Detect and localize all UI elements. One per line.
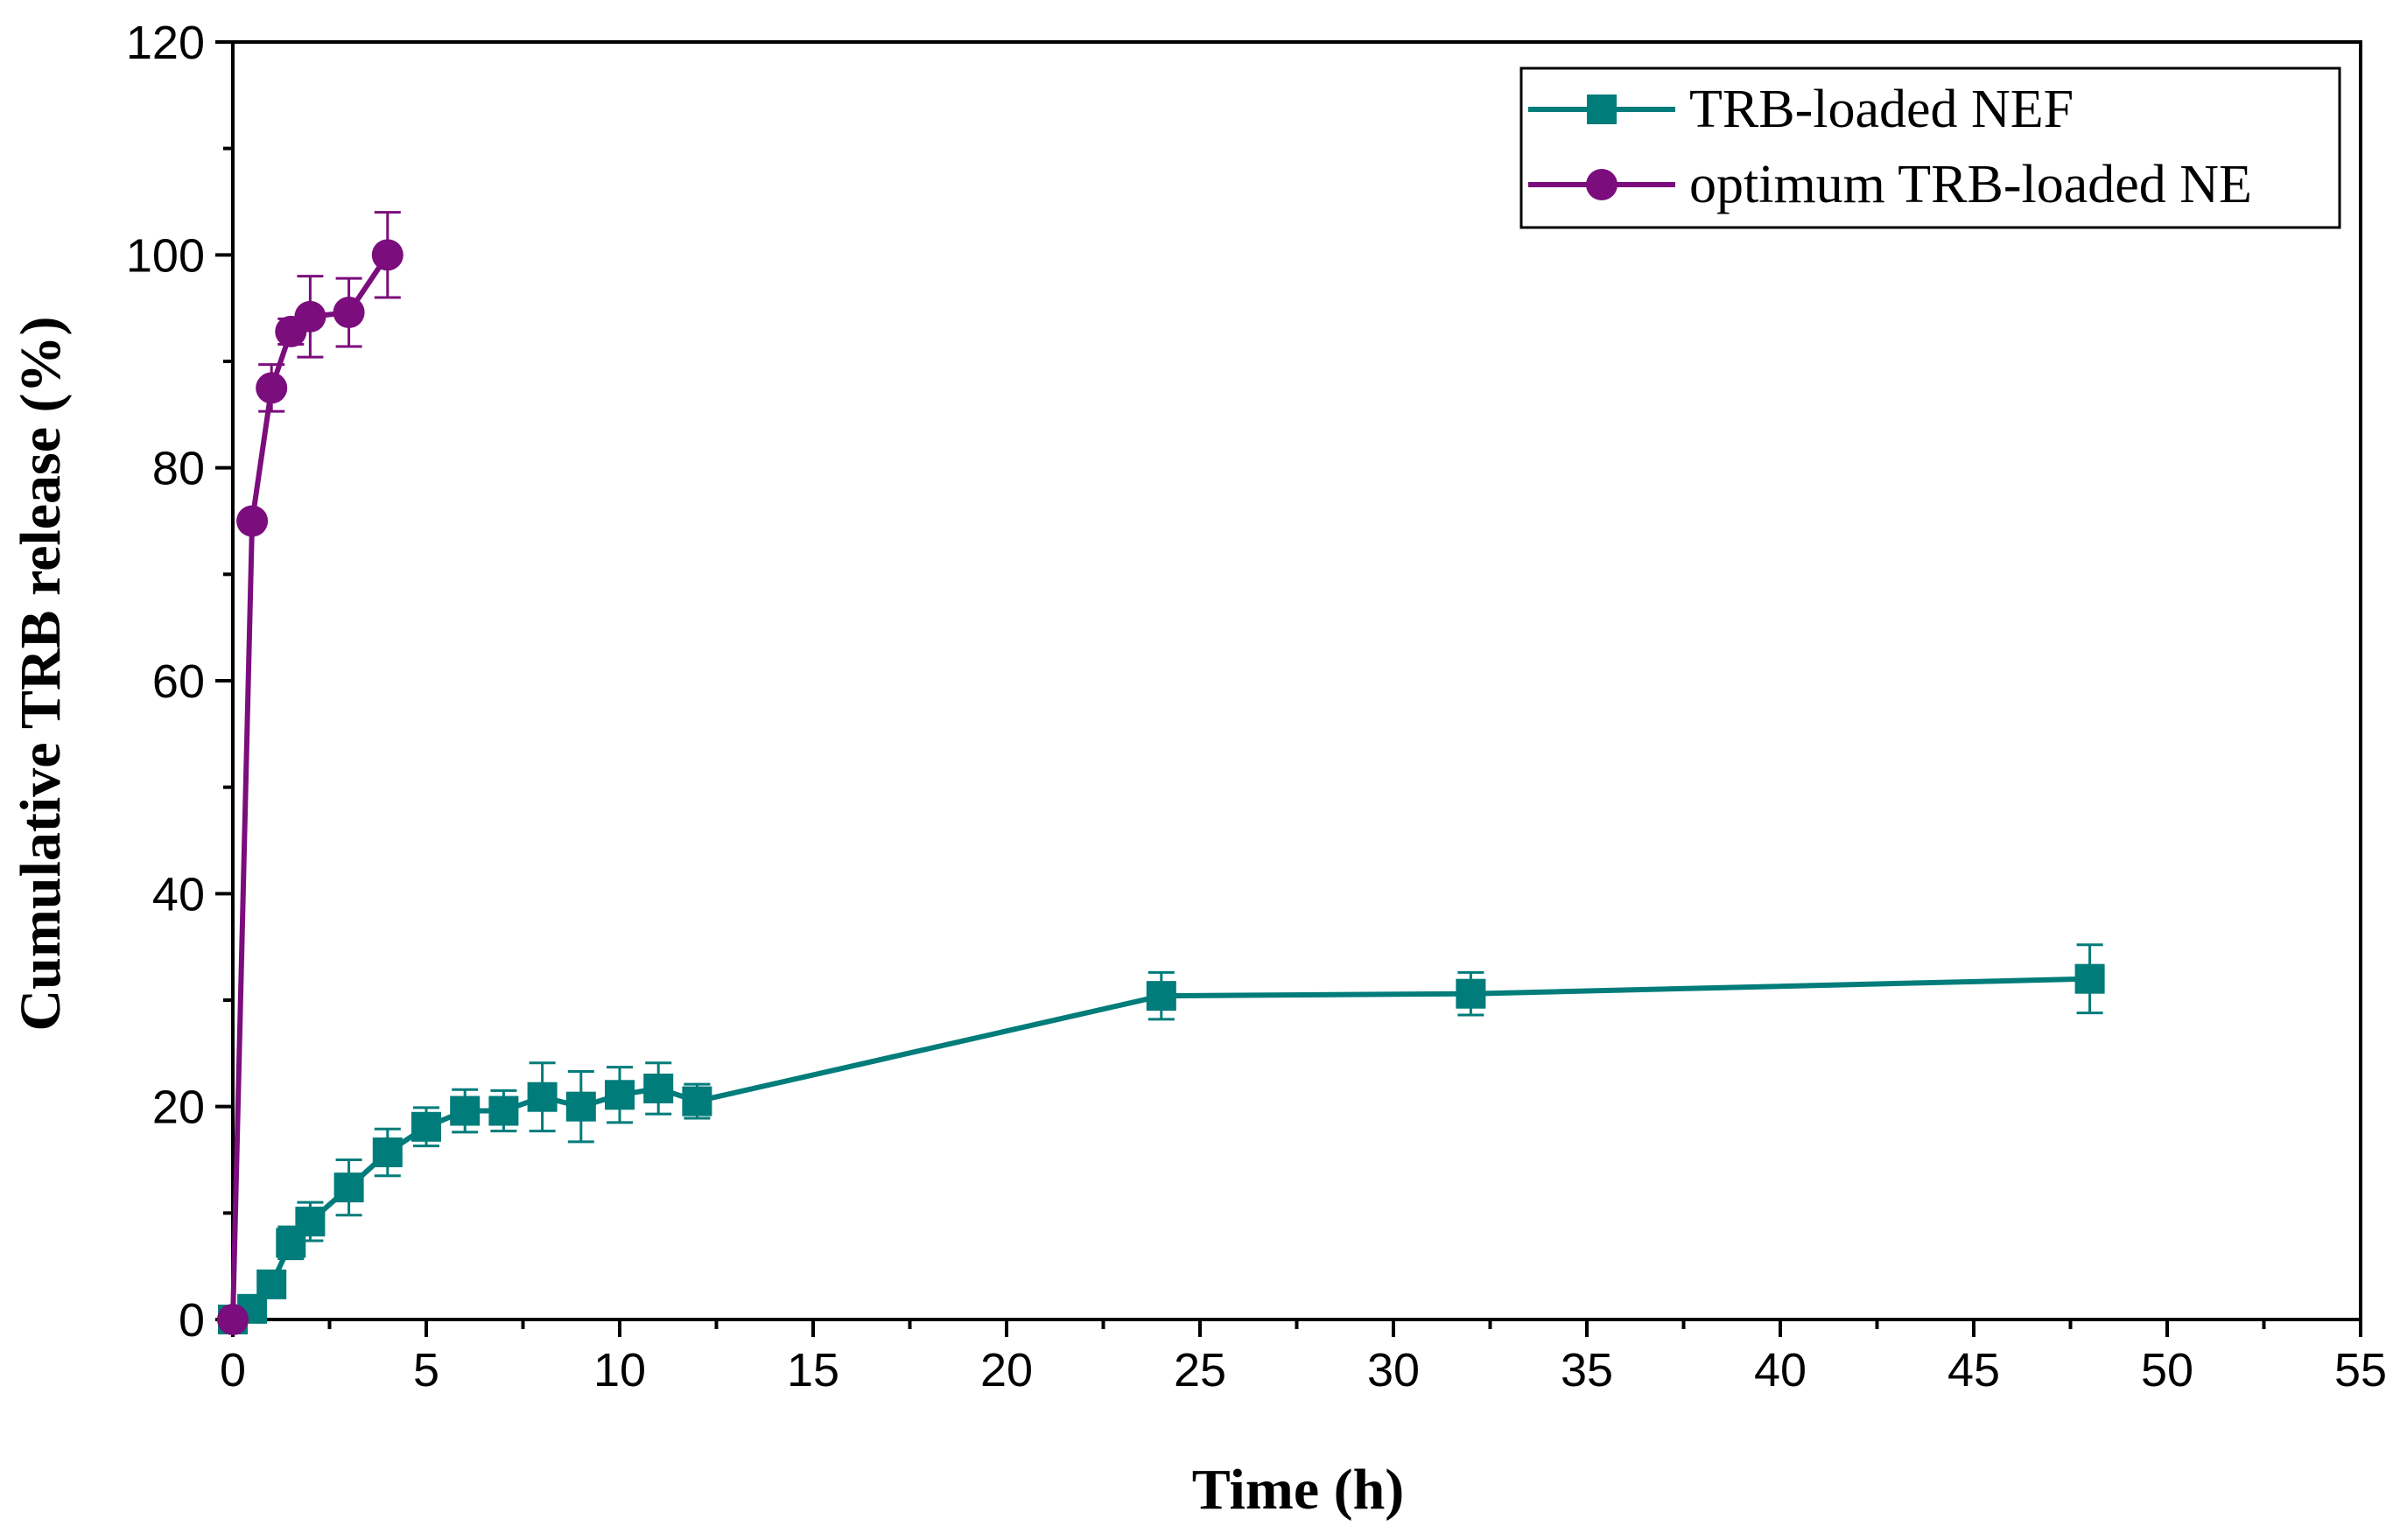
data-point [333, 297, 365, 329]
legend-item: optimum TRB-loaded NE [1528, 155, 2252, 214]
x-tick-label: 50 [2141, 1344, 2193, 1396]
x-tick-label: 55 [2334, 1344, 2387, 1396]
data-point [256, 1269, 287, 1299]
x-tick-label: 40 [1754, 1344, 1807, 1396]
x-tick-label: 10 [593, 1344, 646, 1396]
legend-item: TRB-loaded NEF [1528, 80, 2074, 139]
data-point [643, 1073, 674, 1103]
tick-layer: 0 5 10 15 20 25 30 35 40 45 50 55 0 20 40 60 80 100 120 [126, 17, 2387, 1396]
data-point [682, 1086, 712, 1116]
legend-box [1519, 66, 2341, 229]
legend-label: TRB-loaded NEF [1689, 80, 2074, 139]
x-axis-title: Time (h) [1192, 1458, 1405, 1522]
plot-frame [231, 40, 2362, 1321]
x-tick-label: 45 [1947, 1344, 2000, 1396]
data-point [294, 300, 326, 332]
data-point [450, 1096, 481, 1126]
x-tick-label: 0 [220, 1344, 246, 1396]
data-point [371, 239, 404, 271]
series-optimum-trb-loaded-ne [217, 211, 404, 1335]
x-tick-label: 15 [787, 1344, 839, 1396]
y-tick-label: 40 [152, 868, 205, 920]
data-point [217, 1304, 249, 1335]
legend-marker [1587, 94, 1617, 124]
data-point [565, 1091, 596, 1122]
data-point [256, 372, 288, 404]
y-tick-label: 20 [152, 1082, 205, 1134]
x-tick-label: 25 [1174, 1344, 1226, 1396]
plot-layer [231, 40, 2362, 1321]
data-point [372, 1137, 403, 1167]
y-tick-label: 0 [179, 1294, 205, 1347]
data-point [1456, 978, 1486, 1009]
legend-marker [1586, 169, 1618, 200]
x-tick-label: 35 [1561, 1344, 1613, 1396]
series-trb-loaded-nef [218, 943, 2105, 1334]
data-point [1146, 981, 1176, 1012]
x-tick-label: 5 [413, 1344, 439, 1396]
data-point [333, 1172, 364, 1203]
series-line [231, 976, 2090, 1322]
x-tick-label: 30 [1367, 1344, 1420, 1396]
y-tick-label: 100 [126, 229, 205, 282]
y-tick-label: 80 [152, 443, 205, 495]
data-point [236, 505, 269, 537]
x-tick-label: 20 [980, 1344, 1033, 1396]
y-axis-title: Cumulative TRB release (%) [9, 317, 73, 1032]
y-tick-label: 60 [152, 655, 205, 708]
legend-label: optimum TRB-loaded NE [1689, 155, 2252, 214]
y-tick-label: 120 [126, 17, 205, 69]
series-layer [217, 211, 2105, 1335]
data-point [295, 1207, 326, 1237]
data-point [605, 1080, 635, 1110]
data-point [411, 1111, 441, 1142]
legend: TRB-loaded NEF optimum TRB-loaded NE [1519, 66, 2341, 229]
data-point [527, 1082, 558, 1112]
data-point [2074, 963, 2105, 994]
series-line [230, 253, 390, 1320]
data-point [488, 1096, 519, 1126]
